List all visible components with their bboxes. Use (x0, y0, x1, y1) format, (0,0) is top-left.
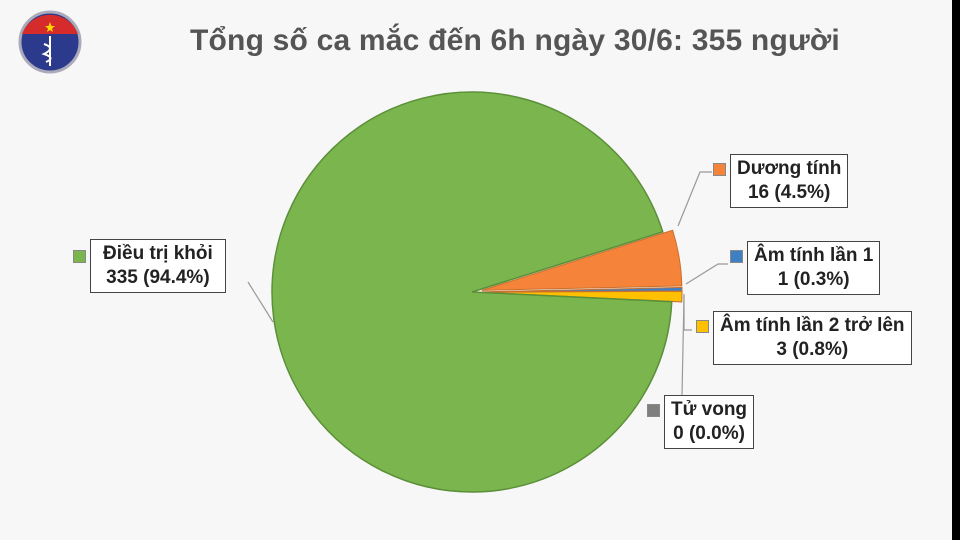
leader-line-tu-vong (681, 295, 685, 397)
swatch-tu-vong (647, 404, 660, 417)
leader-line-am-tinh-1 (685, 263, 728, 285)
pie-slice-0 (481, 229, 683, 291)
label-dieu-tri-khoi: Điều trị khỏi 335 (94.4%) (90, 239, 226, 293)
swatch-am-tinh-1 (730, 250, 743, 263)
label-value: 1 (0.3%) (777, 269, 850, 290)
chart-title: Tổng số ca mắc đến 6h ngày 30/6: 355 ngư… (190, 24, 840, 57)
right-edge-bar (952, 0, 960, 540)
label-duong-tinh: Dương tính 16 (4.5%) (730, 154, 849, 208)
leader-line-am-tinh-2 (683, 294, 692, 331)
ministry-of-health-logo (18, 10, 82, 74)
label-name: Điều trị khỏi (103, 243, 213, 264)
label-am-tinh-2: Âm tính lần 2 trở lên 3 (0.8%) (713, 311, 912, 365)
label-value: 3 (0.8%) (776, 339, 849, 360)
swatch-am-tinh-2 (696, 320, 709, 333)
swatch-duong-tinh (713, 163, 726, 176)
label-name: Âm tính lần 1 (754, 245, 874, 266)
pie-slice-4 (271, 91, 673, 493)
swatch-dieu-tri-khoi (73, 250, 86, 263)
label-tu-vong: Tử vong 0 (0.0%) (664, 395, 755, 449)
leader-line-dieu-tri (247, 281, 274, 323)
leader-line-duong-tinh (677, 171, 712, 227)
label-am-tinh-1: Âm tính lần 1 1 (0.3%) (747, 241, 881, 295)
label-value: 16 (4.5%) (747, 182, 831, 203)
label-value: 335 (94.4%) (106, 267, 210, 288)
label-name: Dương tính (737, 158, 842, 179)
label-name: Âm tính lần 2 trở lên (720, 315, 905, 336)
label-name: Tử vong (671, 399, 748, 420)
label-value: 0 (0.0%) (673, 423, 745, 444)
